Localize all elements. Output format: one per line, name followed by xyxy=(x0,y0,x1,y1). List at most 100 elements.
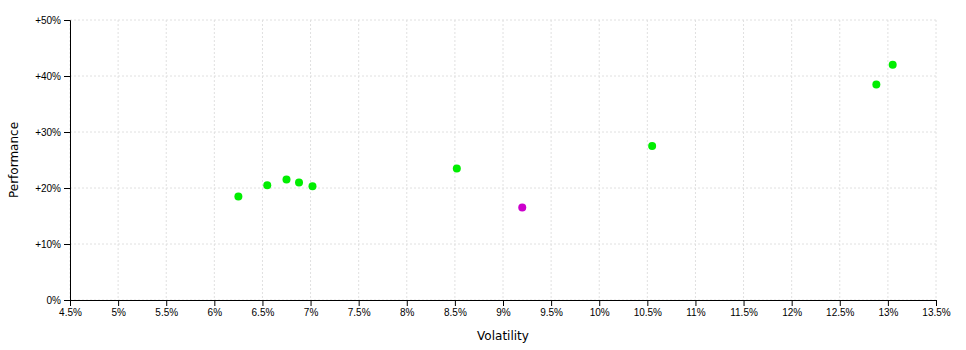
grid-line-x xyxy=(551,20,552,300)
x-tick: 13.5% xyxy=(922,300,950,318)
grid-line-x xyxy=(406,20,407,300)
y-axis-title: Performance xyxy=(7,122,21,198)
grid-line-x xyxy=(839,20,840,300)
grid-line-x xyxy=(647,20,648,300)
grid-line-x xyxy=(887,20,888,300)
x-tick-label: 4.5% xyxy=(59,307,82,318)
x-tick-label: 6.5% xyxy=(252,307,275,318)
point xyxy=(234,192,242,200)
x-tick: 5.5% xyxy=(155,300,178,318)
x-tick-label: 7.5% xyxy=(348,307,371,318)
x-tick-mark xyxy=(166,300,167,306)
point xyxy=(308,182,316,190)
point xyxy=(453,164,461,172)
y-tick-label: +50% xyxy=(35,15,61,26)
x-tick-label: 9.5% xyxy=(540,307,563,318)
x-tick-label: 10.5% xyxy=(634,307,662,318)
x-tick-mark xyxy=(792,300,793,306)
x-tick: 6% xyxy=(208,300,223,318)
x-tick: 10% xyxy=(590,300,610,318)
y-tick: 0% xyxy=(47,295,70,306)
x-tick-label: 11% xyxy=(686,307,705,318)
x-tick-label: 11.5% xyxy=(730,307,758,318)
x-tick-mark xyxy=(647,300,648,306)
grid-line-x xyxy=(743,20,744,300)
y-tick: +50% xyxy=(35,15,70,26)
y-tick: +10% xyxy=(35,239,70,250)
grid-line-x xyxy=(791,20,792,300)
y-tick: +30% xyxy=(35,127,70,138)
y-tick-mark xyxy=(64,20,70,21)
x-tick-mark xyxy=(407,300,408,306)
y-axis-line xyxy=(64,21,71,301)
x-tick: 6.5% xyxy=(252,300,275,318)
grid-line-x xyxy=(262,20,263,300)
point xyxy=(283,176,291,184)
grid-line-x xyxy=(454,20,455,300)
grid-line-x xyxy=(310,20,311,300)
x-tick-label: 10% xyxy=(590,307,610,318)
y-tick-mark xyxy=(64,244,70,245)
x-tick: 7.5% xyxy=(348,300,371,318)
x-tick-label: 8.5% xyxy=(444,307,467,318)
y-tick-label: +30% xyxy=(35,127,61,138)
y-tick: +40% xyxy=(35,71,70,82)
y-tick-mark xyxy=(64,188,70,189)
x-tick-mark xyxy=(599,300,600,306)
x-tick-label: 13% xyxy=(878,307,898,318)
x-tick-mark xyxy=(455,300,456,306)
x-axis-line xyxy=(71,301,937,307)
x-tick-label: 13.5% xyxy=(922,307,950,318)
x-tick-label: 6% xyxy=(208,307,223,318)
grid-line-x xyxy=(936,20,937,300)
grid-line-y xyxy=(70,20,936,21)
x-tick-mark xyxy=(744,300,745,306)
x-tick-mark xyxy=(503,300,504,306)
grid-line-x xyxy=(358,20,359,300)
grid-line-x xyxy=(695,20,696,300)
chart: 4.5% 5% 5.5% 6% 6.5% 7% 7.5% 8% 8.5% 9% 9.5% 10% 10.… xyxy=(0,0,966,350)
x-tick-label: 9% xyxy=(496,307,511,318)
x-tick-label: 7% xyxy=(304,307,319,318)
grid-line-x xyxy=(503,20,504,300)
x-tick-label: 5% xyxy=(111,307,126,318)
y-tick-label: +20% xyxy=(35,183,61,194)
y-tick-label: +40% xyxy=(35,71,61,82)
x-tick: 5% xyxy=(111,300,126,318)
x-tick-mark xyxy=(214,300,215,306)
point xyxy=(263,181,271,189)
x-tick: 10.5% xyxy=(634,300,662,318)
x-tick-mark xyxy=(311,300,312,306)
point xyxy=(518,204,526,212)
plot: 4.5% 5% 5.5% 6% 6.5% 7% 7.5% 8% 8.5% 9% 9.5% 10% 10.… xyxy=(35,15,951,318)
grid-line-y xyxy=(70,132,936,133)
y-tick-mark xyxy=(64,132,70,133)
x-tick: 12% xyxy=(782,300,802,318)
x-tick: 7% xyxy=(304,300,319,318)
x-tick: 9% xyxy=(496,300,511,318)
x-tick-mark xyxy=(262,300,263,306)
x-tick-mark xyxy=(840,300,841,306)
y-tick-label: +10% xyxy=(35,239,61,250)
grid-line-x xyxy=(166,20,167,300)
x-tick-mark xyxy=(695,300,696,306)
grid-line-y xyxy=(70,244,936,245)
x-tick: 9.5% xyxy=(540,300,563,318)
point xyxy=(648,142,656,150)
x-tick: 4.5% xyxy=(59,300,82,318)
x-tick: 8% xyxy=(400,300,415,318)
x-tick: 8.5% xyxy=(444,300,467,318)
x-tick-mark xyxy=(936,300,937,306)
x-axis-title: Volatility xyxy=(477,329,529,343)
point xyxy=(295,178,303,186)
y-tick-mark xyxy=(64,76,70,77)
x-tick-label: 5.5% xyxy=(155,307,178,318)
grid-line-y xyxy=(70,188,936,189)
grid-line-y xyxy=(70,76,936,77)
x-tick: 12.5% xyxy=(826,300,854,318)
x-tick-mark xyxy=(551,300,552,306)
grid-line-x xyxy=(118,20,119,300)
x-tick: 11% xyxy=(686,300,705,318)
grid xyxy=(70,20,936,300)
point xyxy=(872,80,880,88)
